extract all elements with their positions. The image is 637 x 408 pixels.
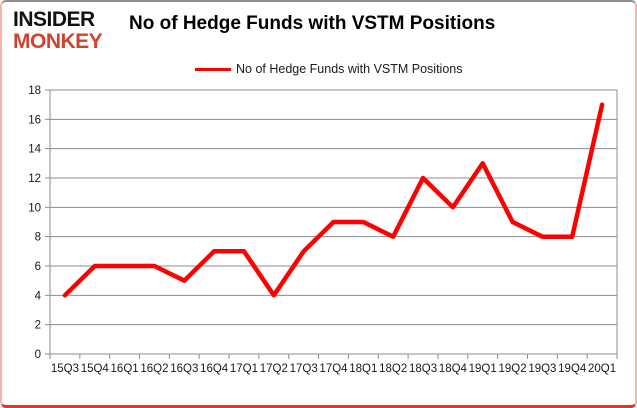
x-tick-label: 17Q4	[319, 363, 348, 375]
y-tick-label: 6	[35, 261, 41, 273]
insider-monkey-logo: INSIDER MONKEY	[13, 8, 103, 53]
x-tick-label: 18Q4	[439, 363, 468, 375]
logo-monkey-text: MONKEY	[13, 30, 103, 53]
x-tick-label: 17Q2	[260, 363, 288, 375]
y-tick-label: 0	[35, 349, 41, 361]
y-tick-label: 14	[28, 144, 41, 156]
x-tick-label: 18Q1	[349, 363, 377, 375]
x-tick-label: 17Q3	[290, 363, 318, 375]
x-tick-label: 17Q1	[230, 363, 258, 375]
x-tick-label: 15Q4	[81, 363, 110, 375]
legend-line-swatch	[195, 67, 231, 71]
x-tick-label: 15Q3	[51, 363, 79, 375]
x-tick-label: 18Q2	[379, 363, 407, 375]
data-series-line	[62, 102, 605, 298]
y-tick-label: 16	[28, 114, 41, 126]
y-tick-label: 12	[28, 173, 41, 185]
x-tick-label: 19Q3	[528, 363, 556, 375]
x-tick-label: 18Q3	[409, 363, 437, 375]
x-tick-label: 16Q3	[170, 363, 198, 375]
x-tick-label: 19Q2	[498, 363, 526, 375]
legend: No of Hedge Funds with VSTM Positions	[195, 62, 463, 76]
chart-title: No of Hedge Funds with VSTM Positions	[129, 13, 496, 34]
y-tick-label: 8	[35, 232, 41, 244]
logo-insider-text: INSIDER	[13, 8, 95, 31]
x-tick-label: 19Q1	[469, 363, 497, 375]
legend-label: No of Hedge Funds with VSTM Positions	[236, 62, 463, 76]
y-tick-label: 10	[28, 202, 41, 214]
x-tick-label: 19Q4	[558, 363, 587, 375]
y-tick-label: 4	[35, 290, 42, 302]
x-tick-label: 16Q4	[200, 363, 229, 375]
x-tick-label: 16Q1	[111, 363, 139, 375]
x-tick-label: 16Q2	[140, 363, 168, 375]
x-tick-label: 20Q1	[588, 363, 616, 375]
y-tick-label: 18	[28, 85, 41, 97]
y-tick-label: 2	[35, 320, 41, 332]
